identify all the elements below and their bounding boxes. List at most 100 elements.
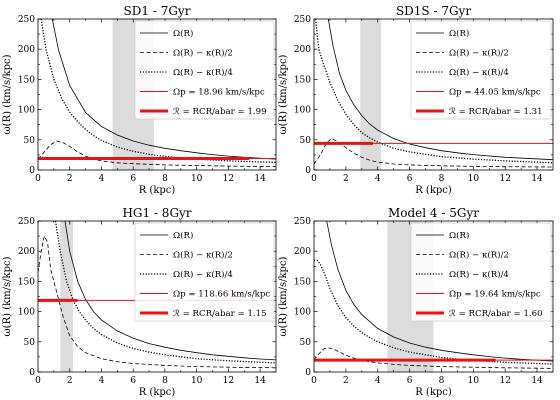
y-tick-label: 150 [18, 75, 35, 85]
y-axis-label: ω(R) (km/s/kpc) [2, 54, 13, 134]
y-tick-label: 150 [294, 75, 311, 85]
y-tick-label: 100 [18, 308, 35, 318]
x-tick-label: 8 [439, 376, 445, 386]
y-tick-label: 50 [300, 338, 312, 348]
y-axis-label: ω(R) (km/s/kpc) [278, 256, 289, 336]
x-tick-label: 0 [311, 376, 317, 386]
y-tick-label: 200 [294, 45, 311, 55]
legend-entry: Ω(R) − κ(R)/4 [449, 269, 509, 280]
legend-entry: ℛ = RCR/abar = 1.31 [449, 107, 543, 117]
legend-entry: Ω(R) [173, 230, 193, 241]
y-tick-label: 150 [18, 277, 35, 287]
x-tick-label: 10 [468, 174, 480, 184]
y-tick-label: 50 [24, 338, 36, 348]
omega-minus-kappa-half-curve [38, 234, 276, 369]
x-tick-label: 8 [162, 376, 168, 386]
legend-entry: ℛ = RCR/abar = 1.60 [449, 309, 543, 319]
y-tick-label: 100 [294, 308, 311, 318]
x-tick-label: 8 [439, 174, 445, 184]
y-tick-label: 150 [294, 277, 311, 287]
chart-title: SD1S - 7Gyr [396, 4, 471, 18]
x-tick-label: 12 [223, 174, 234, 184]
x-tick-label: 6 [130, 376, 136, 386]
x-tick-label: 14 [254, 174, 266, 184]
x-tick-label: 14 [254, 376, 266, 386]
y-tick-label: 0 [29, 166, 35, 176]
legend-entry: Ωp = 118.66 km/s/kpc [173, 290, 270, 300]
y-tick-label: 100 [294, 106, 311, 116]
y-tick-label: 250 [18, 15, 35, 25]
y-axis-label: ω(R) (km/s/kpc) [2, 256, 13, 336]
x-tick-label: 14 [531, 174, 543, 184]
x-tick-label: 6 [407, 174, 413, 184]
x-tick-label: 0 [35, 174, 41, 184]
x-axis-label: R (kpc) [415, 387, 452, 398]
legend-entry: Ωp = 44.05 km/s/kpc [449, 88, 541, 98]
x-tick-label: 10 [191, 376, 203, 386]
omega-curve [64, 221, 276, 361]
legend: Ω(R) Ω(R) − κ(R)/2 Ω(R) − κ(R)/4 Ωp = 44.05… [410, 20, 552, 120]
legend-entry: Ω(R) − κ(R)/4 [173, 67, 233, 78]
x-tick-label: 2 [343, 174, 349, 184]
chart-title: Model 4 - 5Gyr [388, 206, 479, 220]
y-tick-label: 50 [300, 136, 312, 146]
x-tick-label: 12 [499, 376, 510, 386]
x-tick-label: 12 [223, 376, 234, 386]
omega-curve [326, 221, 553, 362]
x-tick-label: 0 [311, 174, 317, 184]
x-tick-label: 4 [99, 376, 105, 386]
y-tick-label: 250 [18, 217, 35, 227]
x-tick-label: 0 [35, 376, 41, 386]
legend-entry: Ω(R) [173, 28, 193, 39]
x-tick-label: 2 [67, 174, 73, 184]
legend-entry: Ωp = 19.64 km/s/kpc [449, 290, 541, 300]
omega-minus-kappa-half-curve [38, 140, 276, 168]
x-tick-label: 4 [375, 376, 381, 386]
y-tick-label: 50 [24, 136, 36, 146]
panel-3: 0 2 4 6 8 10 12 14 0 50 100 150 200 250 HG1 - 8Gyr R (k… [2, 206, 277, 398]
y-tick-label: 0 [29, 368, 35, 378]
y-tick-label: 250 [294, 15, 311, 25]
x-tick-label: 2 [343, 376, 349, 386]
x-tick-label: 10 [191, 174, 203, 184]
x-axis-label: R (kpc) [139, 185, 176, 196]
x-axis-label: R (kpc) [415, 185, 452, 196]
x-tick-label: 6 [130, 174, 136, 184]
legend-entry: Ω(R) [449, 230, 469, 241]
y-tick-label: 200 [294, 247, 311, 257]
legend-entry: ℛ = RCR/abar = 1.15 [173, 309, 267, 319]
legend: Ω(R) Ω(R) − κ(R)/2 Ω(R) − κ(R)/4 Ωp = 118.6… [134, 222, 275, 322]
legend-entry: Ω(R) − κ(R)/4 [449, 67, 509, 78]
legend-entry: Ω(R) [449, 28, 469, 39]
legend: Ω(R) Ω(R) − κ(R)/2 Ω(R) − κ(R)/4 Ωp = 19.64… [410, 222, 552, 322]
y-tick-label: 200 [18, 45, 35, 55]
shaded-band [60, 221, 73, 372]
y-axis-label: ω(R) (km/s/kpc) [278, 54, 289, 134]
legend-entry: Ωp = 18.96 km/s/kpc [173, 88, 265, 98]
omega-curve [51, 19, 276, 160]
omega-minus-kappa-quarter-curve [54, 221, 276, 364]
x-tick-label: 8 [162, 174, 168, 184]
chart-title: SD1 - 7Gyr [124, 4, 191, 18]
legend-entry: Ω(R) − κ(R)/4 [173, 269, 233, 280]
x-tick-label: 2 [67, 376, 73, 386]
omega-minus-kappa-half-curve [314, 138, 553, 168]
y-tick-label: 0 [305, 368, 311, 378]
panel-1: 0 2 4 6 8 10 12 14 0 50 100 150 200 250 SD1 - 7Gyr R (k… [2, 4, 277, 196]
x-tick-label: 6 [407, 376, 413, 386]
legend-entry: Ω(R) − κ(R)/2 [173, 48, 233, 59]
panel-4: 0 2 4 6 8 10 12 14 0 50 100 150 200 250 Model 4 - 5Gyr… [278, 206, 554, 398]
chart-title: HG1 - 8Gyr [122, 206, 191, 220]
shaded-band [360, 19, 381, 170]
x-tick-label: 4 [99, 174, 105, 184]
x-tick-label: 4 [375, 174, 381, 184]
legend-entry: ℛ = RCR/abar = 1.99 [173, 107, 267, 117]
y-tick-label: 0 [305, 166, 311, 176]
x-tick-label: 14 [531, 376, 543, 386]
x-axis-label: R (kpc) [139, 387, 176, 398]
omega-minus-kappa-half-curve [314, 347, 553, 369]
legend: Ω(R) Ω(R) − κ(R)/2 Ω(R) − κ(R)/4 Ωp = 18.96… [134, 20, 275, 120]
y-tick-label: 250 [294, 217, 311, 227]
legend-entry: Ω(R) − κ(R)/2 [449, 250, 509, 261]
